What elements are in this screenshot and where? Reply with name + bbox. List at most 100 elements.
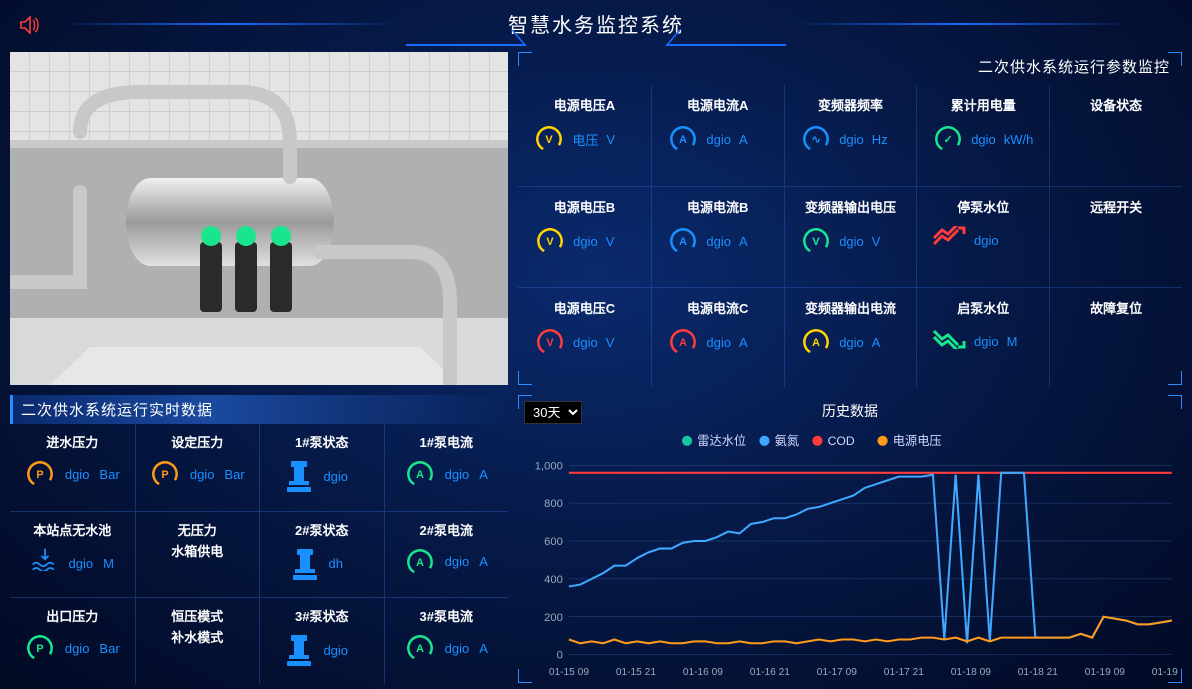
svg-text:P: P — [36, 469, 43, 481]
rt-label: 出口压力 — [46, 606, 98, 625]
param-cell: 变频器输出电压 VdgioV — [784, 186, 917, 287]
param-label: 电源电流B — [687, 197, 748, 216]
rt-cell: 进水压力 PdgioBar — [10, 424, 135, 511]
rt-value: dh — [329, 556, 343, 571]
rt-value: dgio — [190, 467, 215, 482]
param-label: 设备状态 — [1090, 95, 1142, 114]
rt-value: dgio — [323, 643, 348, 658]
svg-text:01-15 21: 01-15 21 — [616, 667, 656, 678]
param-cell: 变频器频率 ∿ dgio Hz — [784, 85, 917, 186]
gauge-icon: A — [801, 327, 831, 357]
history-title: 历史数据 — [518, 401, 1182, 421]
rt-cell: 无压力水箱供电 — [135, 511, 260, 598]
rt-stack: 无压力水箱供电 — [171, 520, 223, 560]
rt-cell: 恒压模式补水模式 — [135, 597, 260, 684]
param-unit: Hz — [872, 132, 900, 147]
param-cell: 电源电流C AdgioA — [651, 287, 784, 388]
svg-text:800: 800 — [544, 498, 563, 510]
gauge-icon: A — [668, 124, 698, 154]
wave-icon — [31, 547, 59, 581]
param-unit: V — [872, 234, 900, 249]
svg-text:01-16 21: 01-16 21 — [750, 667, 790, 678]
svg-text:01-18 21: 01-18 21 — [1018, 667, 1058, 678]
pump-icon — [291, 547, 319, 581]
param-cell: 启泵水位 dgioM — [916, 287, 1049, 388]
svg-text:V: V — [546, 236, 554, 248]
gauge-icon: P — [25, 633, 55, 663]
header-bar: 智慧水务监控系统 — [0, 0, 1192, 46]
param-cell: 故障复位 — [1049, 287, 1182, 388]
param-cell: 电源电压C VdgioV — [518, 287, 651, 388]
param-label: 电源电流C — [687, 298, 748, 317]
rt-label: 本站点无水池 — [33, 520, 111, 539]
param-value: dgio — [573, 335, 598, 350]
rt-value: dgio — [65, 641, 90, 656]
param-unit: A — [872, 335, 900, 350]
param-label: 启泵水位 — [957, 298, 1009, 317]
svg-text:A: A — [812, 337, 820, 349]
speaker-icon[interactable] — [20, 16, 40, 39]
svg-text:V: V — [546, 337, 554, 349]
rt-cell: 2#泵状态 dh — [259, 511, 384, 598]
param-cell: 电源电流A AdgioA — [651, 85, 784, 186]
svg-text:COD: COD — [828, 434, 855, 448]
param-value: dgio — [706, 234, 731, 249]
pump-3d-image — [10, 52, 508, 385]
rt-cell: 1#泵状态 dgio — [259, 424, 384, 511]
rt-label: 3#泵状态 — [295, 606, 348, 625]
trend-down-icon — [932, 327, 966, 355]
pump-icon — [285, 633, 313, 667]
rt-label: 设定压力 — [171, 432, 223, 451]
param-value: dgio — [839, 234, 864, 249]
rt-label: 进水压力 — [46, 432, 98, 451]
rt-unit: A — [479, 554, 488, 569]
history-range-select[interactable]: 30天 — [524, 401, 582, 424]
svg-text:01-17 09: 01-17 09 — [817, 667, 857, 678]
pump-icon — [285, 459, 313, 493]
pump-3d-panel — [10, 52, 508, 385]
rt-unit: Bar — [99, 467, 119, 482]
gauge-icon: V — [535, 226, 565, 256]
svg-text:01-19 09: 01-19 09 — [1085, 667, 1125, 678]
svg-text:A: A — [416, 469, 424, 481]
gauge-icon: A — [668, 327, 698, 357]
rt-label: 1#泵状态 — [295, 432, 348, 451]
rt-cell: 本站点无水池 dgioM — [10, 511, 135, 598]
rt-cell: 3#泵电流 AdgioA — [384, 597, 509, 684]
param-label: 变频器频率 — [818, 95, 883, 114]
svg-text:A: A — [416, 557, 424, 569]
gauge-icon: ✓ — [933, 124, 963, 154]
svg-text:电源电压: 电源电压 — [893, 434, 942, 448]
svg-text:雷达水位: 雷达水位 — [697, 433, 746, 448]
param-value: dgio — [839, 132, 864, 147]
gauge-icon: ∿ — [801, 124, 831, 154]
rt-label: 2#泵电流 — [420, 520, 473, 539]
param-unit: kW/h — [1004, 132, 1034, 147]
svg-text:600: 600 — [544, 536, 563, 548]
rt-cell: 2#泵电流 AdgioA — [384, 511, 509, 598]
param-panel: 二次供水系统运行参数监控 电源电压A V电压V电源电流A AdgioA变频器频率… — [518, 52, 1182, 385]
rt-cell: 1#泵电流 AdgioA — [384, 424, 509, 511]
svg-text:400: 400 — [544, 574, 563, 586]
gauge-icon: P — [150, 459, 180, 489]
svg-text:1,000: 1,000 — [535, 460, 563, 472]
param-panel-title: 二次供水系统运行参数监控 — [518, 52, 1182, 81]
svg-text:A: A — [679, 337, 687, 349]
param-unit: V — [606, 132, 634, 147]
param-value: 电压 — [572, 130, 598, 149]
svg-text:A: A — [679, 236, 687, 248]
param-label: 累计用电量 — [951, 95, 1016, 114]
rt-value: dgio — [323, 469, 348, 484]
param-unit: V — [606, 234, 634, 249]
realtime-panel-title: 二次供水系统运行实时数据 — [10, 395, 508, 424]
param-cell: 电源电流B Adgio A — [651, 186, 784, 287]
svg-text:P: P — [36, 643, 43, 655]
gauge-icon: A — [668, 226, 698, 256]
param-cell: 电源电压B VdgioV — [518, 186, 651, 287]
rt-value: dgio — [445, 467, 470, 482]
svg-text:氨氮: 氨氮 — [775, 433, 799, 448]
param-unit: A — [739, 234, 767, 249]
param-value: dgio — [573, 234, 598, 249]
gauge-icon: V — [534, 124, 564, 154]
gauge-icon: A — [405, 459, 435, 489]
